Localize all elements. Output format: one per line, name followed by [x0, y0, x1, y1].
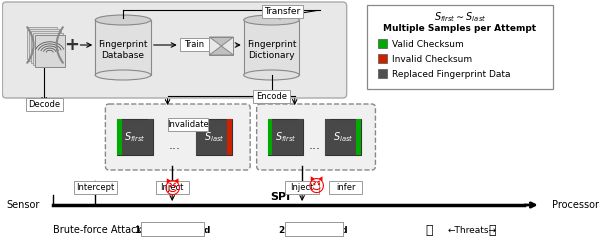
Text: $S_{last}$: $S_{last}$ — [203, 130, 224, 144]
Text: Fingerprint
Dictionary: Fingerprint Dictionary — [247, 40, 296, 60]
Text: 1. CAMF-based: 1. CAMF-based — [134, 226, 210, 235]
Bar — [118, 119, 153, 155]
Text: Replaced Fingerprint Data: Replaced Fingerprint Data — [392, 69, 511, 78]
Text: Sensor: Sensor — [6, 200, 40, 210]
Bar — [35, 35, 65, 67]
Text: SPI: SPI — [271, 192, 291, 202]
Text: 😈: 😈 — [164, 180, 181, 198]
Bar — [356, 119, 361, 155]
Text: $S_{first}\sim S_{last}$: $S_{first}\sim S_{last}$ — [434, 10, 486, 24]
Bar — [95, 20, 151, 75]
Bar — [196, 119, 232, 155]
Text: ...: ... — [169, 138, 181, 151]
Bar — [262, 5, 303, 18]
FancyBboxPatch shape — [257, 104, 376, 170]
Text: ←Threats→: ←Threats→ — [448, 226, 497, 235]
Text: Brute-force Attacker:: Brute-force Attacker: — [53, 225, 155, 235]
Bar — [268, 119, 272, 155]
Bar — [378, 39, 386, 48]
Bar — [298, 119, 303, 155]
Bar — [329, 181, 362, 194]
Bar — [140, 222, 204, 236]
Text: Invalid Checksum: Invalid Checksum — [392, 55, 472, 63]
Text: infer: infer — [336, 183, 356, 192]
Polygon shape — [209, 37, 233, 46]
Text: Train: Train — [184, 40, 205, 49]
FancyBboxPatch shape — [2, 2, 347, 98]
Text: 🔍: 🔍 — [425, 224, 433, 237]
Text: Processor: Processor — [552, 200, 599, 210]
Text: Encode: Encode — [256, 92, 287, 101]
Text: Invalidate: Invalidate — [167, 120, 209, 129]
Bar — [179, 38, 209, 51]
Ellipse shape — [95, 15, 151, 25]
Bar — [325, 119, 330, 155]
Bar — [378, 54, 386, 63]
Bar — [268, 119, 303, 155]
Polygon shape — [209, 46, 233, 55]
Text: Decode: Decode — [28, 100, 60, 109]
Text: ...: ... — [308, 138, 320, 151]
Ellipse shape — [244, 15, 299, 25]
Bar — [167, 118, 208, 131]
Bar — [286, 222, 343, 236]
Bar — [227, 119, 232, 155]
Bar — [31, 31, 61, 63]
FancyBboxPatch shape — [106, 104, 250, 170]
Text: Transfer: Transfer — [265, 7, 301, 16]
Text: Intercept: Intercept — [76, 183, 115, 192]
Text: 😈: 😈 — [307, 178, 325, 196]
Text: Inject: Inject — [161, 183, 184, 192]
Bar — [325, 119, 361, 155]
Bar — [33, 33, 62, 65]
Bar — [378, 69, 386, 78]
Bar — [286, 181, 319, 194]
Bar — [140, 222, 204, 236]
Text: 🔓: 🔓 — [488, 224, 496, 237]
Bar — [244, 20, 299, 75]
Text: $S_{first}$: $S_{first}$ — [275, 130, 296, 144]
Text: Fingerprint
Database: Fingerprint Database — [98, 40, 148, 60]
Bar — [367, 5, 553, 89]
Bar — [209, 37, 233, 55]
Bar — [29, 29, 59, 61]
Text: 2. MAL-based: 2. MAL-based — [279, 226, 347, 235]
Bar — [74, 181, 116, 194]
Bar — [26, 98, 62, 111]
Bar — [253, 90, 290, 103]
Ellipse shape — [95, 70, 151, 80]
Bar — [286, 222, 343, 236]
Bar — [148, 119, 153, 155]
Text: $S_{first}$: $S_{first}$ — [124, 130, 146, 144]
Text: Valid Checksum: Valid Checksum — [392, 40, 464, 49]
Bar — [155, 181, 189, 194]
Text: +: + — [64, 36, 79, 54]
Text: Inject: Inject — [290, 183, 314, 192]
Bar — [196, 119, 201, 155]
Bar — [118, 119, 122, 155]
Text: Multiple Samples per Attempt: Multiple Samples per Attempt — [383, 23, 536, 33]
Text: $S_{last}$: $S_{last}$ — [332, 130, 353, 144]
Ellipse shape — [244, 70, 299, 80]
Bar — [28, 27, 57, 59]
